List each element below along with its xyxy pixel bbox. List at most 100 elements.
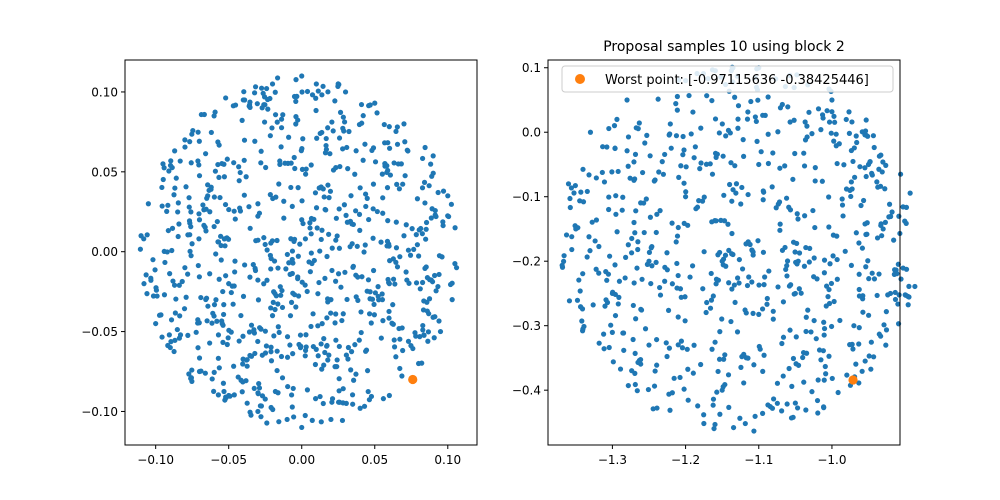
sample-point bbox=[711, 425, 717, 432]
sample-point bbox=[265, 96, 271, 103]
sample-point bbox=[766, 268, 772, 274]
sample-point bbox=[297, 332, 304, 338]
sample-point bbox=[750, 310, 756, 316]
sample-point bbox=[291, 414, 297, 420]
left-y-ticks: −0.10 −0.05 0.00 0.05 0.10 bbox=[81, 85, 125, 419]
sample-point bbox=[612, 145, 618, 151]
sample-point bbox=[453, 265, 460, 271]
sample-point bbox=[315, 291, 321, 297]
sample-point bbox=[846, 130, 852, 136]
sample-point bbox=[325, 299, 331, 305]
sample-point bbox=[251, 385, 257, 392]
sample-point bbox=[754, 138, 760, 144]
sample-point bbox=[261, 119, 268, 125]
sample-point bbox=[309, 417, 315, 423]
sample-point bbox=[790, 414, 796, 420]
sample-point bbox=[852, 174, 858, 180]
sample-point bbox=[701, 249, 707, 255]
right-x-ticks: −1.3 −1.2 −1.1 −1.0 bbox=[598, 445, 847, 467]
x-tick-label: −1.2 bbox=[671, 453, 700, 467]
sample-point bbox=[721, 192, 727, 198]
sample-point bbox=[811, 274, 817, 280]
sample-point bbox=[353, 208, 359, 214]
sample-point bbox=[161, 165, 167, 171]
sample-point bbox=[319, 129, 325, 136]
sample-point bbox=[261, 281, 267, 287]
sample-point bbox=[880, 159, 886, 165]
sample-point bbox=[666, 132, 672, 138]
left-x-ticks: −0.10 −0.05 0.00 0.05 0.10 bbox=[137, 445, 461, 467]
sample-point bbox=[182, 265, 188, 271]
sample-point bbox=[150, 293, 157, 299]
sample-point bbox=[697, 166, 703, 172]
sample-point bbox=[801, 263, 808, 269]
sample-point bbox=[611, 123, 618, 129]
sample-point bbox=[717, 249, 723, 256]
sample-point bbox=[599, 169, 605, 176]
sample-point bbox=[394, 181, 400, 187]
sample-point bbox=[223, 395, 229, 401]
sample-point bbox=[860, 197, 867, 204]
sample-point bbox=[882, 186, 888, 192]
sample-point bbox=[186, 204, 192, 210]
sample-point bbox=[202, 370, 208, 376]
sample-point bbox=[317, 393, 323, 400]
sample-point bbox=[804, 123, 810, 129]
sample-point bbox=[647, 214, 654, 220]
sample-point bbox=[791, 117, 797, 123]
sample-point bbox=[729, 198, 735, 204]
sample-point bbox=[681, 220, 687, 226]
sample-point bbox=[231, 283, 237, 289]
sample-point bbox=[297, 241, 303, 247]
sample-point bbox=[821, 270, 827, 276]
sample-point bbox=[396, 186, 402, 192]
sample-point bbox=[386, 308, 392, 315]
sample-point bbox=[687, 274, 693, 280]
sample-point bbox=[426, 183, 432, 189]
sample-point bbox=[833, 131, 839, 137]
sample-point bbox=[173, 296, 179, 302]
sample-point bbox=[250, 261, 256, 268]
sample-point bbox=[396, 325, 402, 332]
sample-point bbox=[886, 201, 893, 207]
sample-point bbox=[335, 83, 341, 89]
sample-point bbox=[419, 231, 425, 237]
sample-point bbox=[721, 218, 728, 224]
sample-point bbox=[230, 301, 236, 307]
sample-point bbox=[223, 273, 229, 279]
sample-point bbox=[681, 180, 687, 186]
sample-point bbox=[308, 231, 314, 237]
sample-point bbox=[756, 161, 762, 168]
sample-point bbox=[883, 327, 890, 333]
sample-point bbox=[304, 88, 311, 95]
sample-point bbox=[206, 187, 212, 193]
sample-point bbox=[186, 371, 192, 377]
sample-point bbox=[601, 179, 608, 185]
sample-point bbox=[831, 138, 837, 144]
sample-point bbox=[825, 294, 831, 300]
sample-point bbox=[666, 345, 673, 351]
sample-point bbox=[228, 329, 234, 335]
sample-point bbox=[168, 158, 174, 164]
sample-point bbox=[676, 174, 682, 180]
sample-point bbox=[293, 98, 299, 104]
sample-point bbox=[820, 115, 826, 121]
sample-point bbox=[195, 345, 201, 351]
sample-point bbox=[268, 344, 274, 350]
sample-point bbox=[726, 280, 732, 286]
sample-point bbox=[240, 293, 247, 299]
sample-point bbox=[745, 191, 751, 198]
sample-point bbox=[280, 112, 286, 118]
sample-point bbox=[343, 212, 349, 218]
sample-point bbox=[774, 380, 781, 386]
sample-point bbox=[846, 109, 852, 115]
sample-point bbox=[633, 208, 639, 214]
sample-point bbox=[278, 144, 284, 150]
sample-point bbox=[739, 184, 745, 191]
sample-point bbox=[669, 281, 675, 287]
sample-point bbox=[874, 179, 880, 185]
sample-point bbox=[712, 421, 718, 428]
sample-point bbox=[407, 252, 414, 258]
sample-point bbox=[307, 225, 313, 231]
